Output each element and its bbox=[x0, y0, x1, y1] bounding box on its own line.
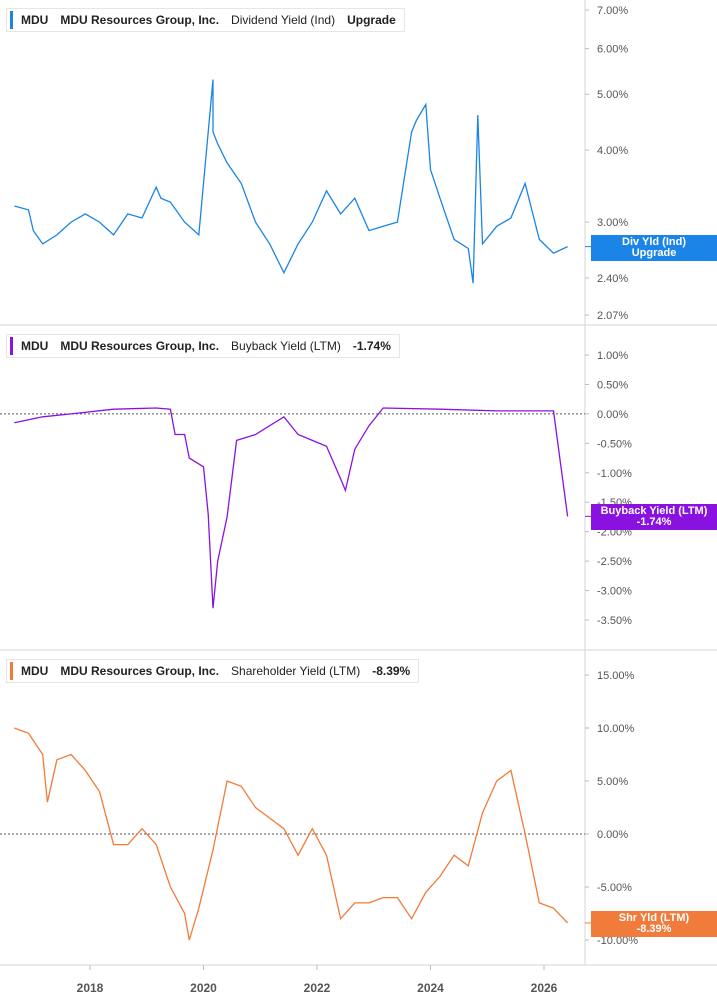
dividend-legend-company: MDU Resources Group, Inc. bbox=[60, 13, 220, 27]
dividend-legend-metric: Dividend Yield (Ind) bbox=[231, 13, 336, 27]
buyback-legend-value: -1.74% bbox=[352, 339, 391, 353]
dividend-flag-line2: Upgrade bbox=[631, 246, 677, 259]
series-line bbox=[14, 407, 569, 609]
y-tick-label: 0.00% bbox=[597, 409, 628, 421]
shareholder-value-flag: Shr Yld (LTM) -8.39% bbox=[591, 910, 717, 937]
dividend-legend-swatch bbox=[10, 11, 13, 29]
dividend-value-flag: Div Yld (Ind) Upgrade bbox=[591, 234, 717, 261]
buyback-value-flag: Buyback Yield (LTM) -1.74% bbox=[591, 504, 717, 531]
buyback-legend-company: MDU Resources Group, Inc. bbox=[60, 339, 220, 353]
y-tick-label: 7.00% bbox=[597, 5, 628, 17]
dividend-legend-ticker: MDU bbox=[21, 13, 49, 27]
buyback-legend-swatch bbox=[10, 337, 13, 355]
dividend-legend: MDU MDU Resources Group, Inc. Dividend Y… bbox=[6, 8, 405, 32]
shareholder-flag-line1: Shr Yld (LTM) bbox=[618, 911, 690, 924]
y-tick-label: -2.50% bbox=[597, 556, 632, 568]
shareholder-legend-ticker: MDU bbox=[21, 664, 49, 678]
buyback-legend-metric: Buyback Yield (LTM) bbox=[231, 339, 341, 353]
y-tick-label: 2.07% bbox=[597, 310, 628, 322]
series-line bbox=[14, 79, 568, 284]
buyback-flag-line2: -1.74% bbox=[636, 516, 672, 529]
buyback-legend: MDU MDU Resources Group, Inc. Buyback Yi… bbox=[6, 334, 400, 358]
shareholder-flag-line2: -8.39% bbox=[636, 922, 672, 935]
y-tick-label: -1.00% bbox=[597, 468, 632, 480]
y-tick-label: 1.00% bbox=[597, 350, 628, 362]
shareholder-legend: MDU MDU Resources Group, Inc. Shareholde… bbox=[6, 659, 420, 683]
series-line bbox=[14, 727, 569, 941]
y-tick-label: 2.40% bbox=[597, 273, 628, 285]
y-tick-label: 15.00% bbox=[597, 670, 635, 682]
dividend-flag-line1: Div Yld (Ind) bbox=[622, 235, 686, 248]
dividend-legend-status: Upgrade bbox=[347, 13, 396, 27]
x-tick-label: 2022 bbox=[304, 981, 331, 995]
y-tick-label: 5.00% bbox=[597, 89, 628, 101]
shareholder-legend-metric: Shareholder Yield (LTM) bbox=[231, 664, 361, 678]
x-tick-label: 2020 bbox=[190, 981, 217, 995]
y-tick-label: 6.00% bbox=[597, 44, 628, 56]
y-tick-label: -3.50% bbox=[597, 615, 632, 627]
y-tick-label: 4.00% bbox=[597, 145, 628, 157]
y-tick-label: 3.00% bbox=[597, 217, 628, 229]
buyback-flag-line1: Buyback Yield (LTM) bbox=[600, 505, 708, 518]
y-tick-label: -3.00% bbox=[597, 586, 632, 598]
y-tick-label: 5.00% bbox=[597, 776, 628, 788]
buyback-legend-ticker: MDU bbox=[21, 339, 49, 353]
y-tick-label: 0.00% bbox=[597, 829, 628, 841]
x-tick-label: 2026 bbox=[531, 981, 558, 995]
y-tick-label: -5.00% bbox=[597, 882, 632, 894]
shareholder-legend-swatch bbox=[10, 662, 13, 680]
x-tick-label: 2024 bbox=[417, 981, 444, 995]
y-tick-label: 0.50% bbox=[597, 379, 628, 391]
x-tick-label: 2018 bbox=[77, 981, 104, 995]
shareholder-legend-company: MDU Resources Group, Inc. bbox=[60, 664, 220, 678]
y-tick-label: 10.00% bbox=[597, 723, 635, 735]
shareholder-legend-value: -8.39% bbox=[372, 664, 411, 678]
y-tick-label: -0.50% bbox=[597, 438, 632, 450]
y-tick-label: -10.00% bbox=[597, 935, 638, 947]
